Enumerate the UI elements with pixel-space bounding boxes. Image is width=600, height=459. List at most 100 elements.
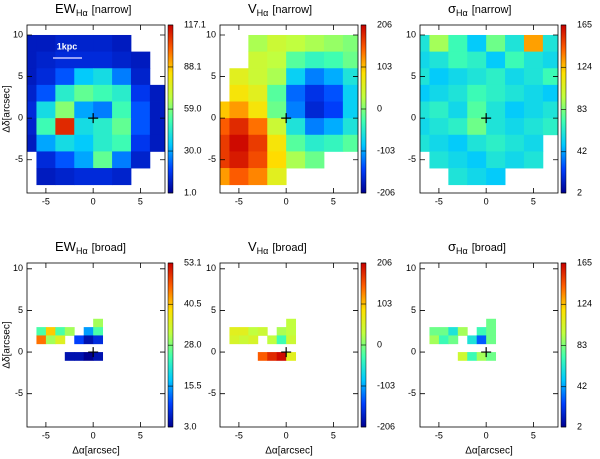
cell xyxy=(74,168,94,186)
y-tick-label: -5 xyxy=(408,388,416,398)
cell xyxy=(429,118,449,136)
colorbar-tick-label: 59.0 xyxy=(184,103,202,113)
x-tick-label: 5 xyxy=(331,430,336,440)
cell xyxy=(505,134,525,152)
panel-title: VHα [narrow] xyxy=(248,1,312,18)
cell xyxy=(36,34,56,53)
cell xyxy=(448,335,459,345)
cell xyxy=(257,352,268,361)
cell xyxy=(267,68,287,86)
cell xyxy=(93,134,113,152)
cell xyxy=(448,118,468,136)
cell xyxy=(112,168,132,186)
x-tick-label: 5 xyxy=(331,196,336,206)
cell xyxy=(74,84,94,102)
cell xyxy=(248,84,268,102)
cell xyxy=(486,335,497,345)
cell xyxy=(267,335,278,345)
cell xyxy=(149,118,165,136)
cell xyxy=(342,134,358,152)
x-tick-label: -5 xyxy=(435,430,443,440)
cell xyxy=(74,68,94,86)
cell xyxy=(305,151,325,169)
map xyxy=(36,318,104,361)
y-tick-label: 10 xyxy=(206,263,216,273)
cell xyxy=(55,118,75,136)
colorbar-tick-label: -103 xyxy=(377,380,395,390)
x-tick-label: -5 xyxy=(435,196,443,206)
map xyxy=(220,34,358,186)
colorbar-tick-label: -103 xyxy=(377,145,395,155)
cell xyxy=(248,101,268,119)
cell xyxy=(93,51,113,69)
cell xyxy=(55,84,75,102)
cell xyxy=(248,68,268,86)
cell xyxy=(467,168,487,186)
cell xyxy=(305,68,325,86)
cell xyxy=(93,335,104,345)
colorbar-tick-label: 40.5 xyxy=(184,299,202,309)
cell xyxy=(342,34,358,53)
colorbar-tick-label: 206 xyxy=(377,257,392,267)
cell xyxy=(112,84,132,102)
cell xyxy=(467,34,487,53)
y-tick-label: 5 xyxy=(211,305,216,315)
y-tick-label: 0 xyxy=(211,346,216,356)
colorbar xyxy=(560,262,567,428)
cell xyxy=(323,68,344,86)
title-qualifier: [broad] xyxy=(92,242,126,254)
cell xyxy=(286,134,306,152)
cell xyxy=(467,101,487,119)
cell xyxy=(149,134,165,152)
x-tick-label: 0 xyxy=(484,196,489,206)
cell xyxy=(83,335,94,345)
cell xyxy=(112,68,132,86)
colorbar-tick-label: 103 xyxy=(377,61,392,71)
cell xyxy=(276,352,287,361)
cell xyxy=(93,118,113,136)
panel-title: EWHα [broad] xyxy=(55,239,126,256)
center-cross xyxy=(88,347,99,358)
map xyxy=(420,34,558,186)
title-main: EW xyxy=(55,1,77,16)
cell xyxy=(267,134,287,152)
cell xyxy=(229,151,249,169)
cell xyxy=(276,335,287,345)
cell xyxy=(429,335,440,345)
cell xyxy=(342,84,358,102)
cell xyxy=(467,51,487,69)
y-tick-label: -5 xyxy=(208,154,216,164)
colorbar-tick-label: 103 xyxy=(377,298,392,308)
cell xyxy=(83,327,94,336)
cell xyxy=(523,34,544,53)
cell xyxy=(286,34,306,53)
y-tick-label: 10 xyxy=(406,29,416,39)
cell xyxy=(523,134,544,152)
cell xyxy=(149,101,165,119)
cell xyxy=(342,68,358,86)
title-sub: Hα xyxy=(76,246,88,256)
plot-frame xyxy=(26,262,166,428)
cell xyxy=(467,134,487,152)
title-main: V xyxy=(248,1,257,16)
y-tick-label: -5 xyxy=(408,154,416,164)
cell xyxy=(74,335,85,345)
y-tick-label: -5 xyxy=(208,388,216,398)
cell xyxy=(267,168,287,186)
cell xyxy=(523,101,544,119)
cell xyxy=(448,327,459,336)
x-tick-label: 5 xyxy=(138,430,143,440)
cell xyxy=(64,352,75,361)
cell xyxy=(429,34,449,53)
panel-title: σHα [narrow] xyxy=(448,1,511,18)
cell xyxy=(505,84,525,102)
plot-frame xyxy=(219,24,359,194)
title-main: σ xyxy=(448,1,456,16)
cell xyxy=(542,51,558,69)
cell xyxy=(486,84,506,102)
cell xyxy=(45,327,56,336)
cell xyxy=(74,118,94,136)
cell xyxy=(486,327,497,336)
cell xyxy=(323,118,344,136)
cell xyxy=(505,101,525,119)
